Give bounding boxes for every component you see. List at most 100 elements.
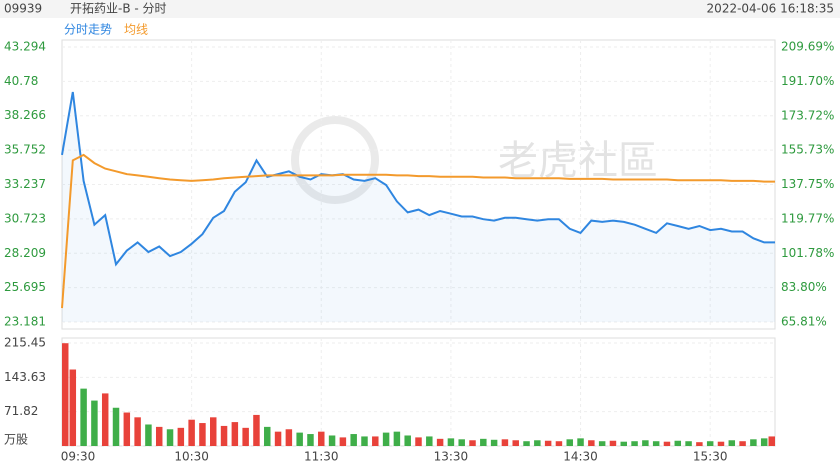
y2-tick-label: 119.77% bbox=[781, 211, 834, 225]
stock-code: 09939 bbox=[4, 2, 42, 16]
volume-bar bbox=[253, 414, 260, 446]
y-tick-label: 25.695 bbox=[4, 280, 46, 294]
volume-bar bbox=[350, 434, 357, 446]
volume-bar bbox=[372, 436, 379, 446]
volume-bar bbox=[544, 440, 552, 446]
volume-bar bbox=[199, 423, 206, 446]
x-tick-label: 15:30 bbox=[693, 450, 728, 464]
stock-name: 开拓药业-B - 分时 bbox=[70, 2, 167, 16]
volume-bar bbox=[577, 438, 584, 446]
x-tick-label: 11:30 bbox=[304, 450, 339, 464]
volume-bar bbox=[415, 437, 422, 446]
volume-bar bbox=[501, 439, 509, 446]
volume-bar bbox=[674, 440, 682, 446]
y2-tick-label: 83.80% bbox=[781, 280, 827, 294]
volume-bar bbox=[555, 441, 563, 446]
volume-bar bbox=[566, 439, 573, 446]
volume-bar bbox=[620, 441, 627, 446]
volume-bar bbox=[264, 426, 271, 446]
volume-bar bbox=[642, 440, 649, 446]
y2-tick-label: 209.69% bbox=[781, 40, 834, 54]
volume-bar bbox=[469, 440, 476, 446]
volume-bar bbox=[631, 441, 638, 446]
price-line bbox=[61, 153, 775, 309]
volume-bar bbox=[339, 437, 347, 446]
volume-bar bbox=[728, 440, 736, 446]
y2-tick-label: 173.72% bbox=[781, 108, 834, 122]
volume-bar bbox=[296, 432, 303, 446]
volume-bar bbox=[318, 431, 325, 446]
volume-bar bbox=[663, 441, 671, 446]
volume-bar bbox=[480, 438, 487, 446]
volume-bar bbox=[706, 441, 714, 446]
y-tick-label: 40.78 bbox=[4, 74, 38, 88]
volume-bar bbox=[426, 436, 433, 446]
volume-bar bbox=[101, 393, 109, 446]
volume-bar bbox=[274, 431, 282, 446]
volume-bar bbox=[588, 440, 595, 446]
y-tick-label: 30.723 bbox=[4, 211, 46, 225]
x-tick-label: 14:30 bbox=[563, 450, 598, 464]
volume-bar bbox=[307, 434, 314, 446]
y2-tick-label: 137.75% bbox=[781, 177, 834, 191]
volume-bar bbox=[231, 422, 239, 446]
volume-bar bbox=[285, 429, 293, 446]
y-tick-label: 38.266 bbox=[4, 108, 46, 122]
y2-tick-label: 101.78% bbox=[781, 246, 834, 260]
volume-bar bbox=[739, 441, 746, 446]
volume-bar bbox=[652, 441, 660, 446]
volume-bar bbox=[717, 441, 725, 446]
legend-entry: 分时走势 bbox=[64, 23, 112, 37]
volume-bar bbox=[534, 440, 541, 446]
header-bar bbox=[0, 0, 840, 18]
x-tick-label: 13:30 bbox=[434, 450, 469, 464]
volume-bar bbox=[382, 432, 390, 446]
volume-bar bbox=[447, 438, 455, 446]
volume-bar bbox=[750, 439, 757, 446]
volume-bar bbox=[177, 427, 185, 446]
volume-bar bbox=[523, 441, 530, 446]
volume-bar bbox=[123, 412, 131, 446]
volume-bar bbox=[91, 400, 98, 446]
volume-bar bbox=[598, 441, 606, 446]
volume-bar bbox=[210, 417, 217, 446]
volume-bar bbox=[768, 436, 775, 446]
volume-bar bbox=[512, 440, 519, 446]
volume-bar bbox=[134, 417, 141, 446]
volume-tick-label: 71.82 bbox=[4, 404, 38, 418]
volume-bar bbox=[145, 424, 152, 446]
y2-tick-label: 155.73% bbox=[781, 143, 834, 157]
y2-tick-label: 191.70% bbox=[781, 74, 834, 88]
volume-bar bbox=[328, 435, 336, 446]
price-line bbox=[61, 91, 775, 267]
volume-bar bbox=[361, 436, 368, 446]
volume-bar bbox=[458, 439, 465, 446]
y-tick-label: 33.237 bbox=[4, 177, 46, 191]
volume-bar bbox=[69, 369, 77, 446]
volume-tick-label: 143.63 bbox=[4, 370, 46, 384]
volume-bar bbox=[188, 419, 195, 446]
volume-bar bbox=[404, 435, 411, 446]
y2-tick-label: 65.81% bbox=[781, 315, 827, 329]
volume-bar bbox=[112, 407, 120, 446]
volume-tick-label: 215.45 bbox=[4, 336, 46, 350]
volume-bar bbox=[436, 438, 444, 446]
volume-bar bbox=[393, 431, 401, 446]
volume-bar bbox=[220, 425, 228, 446]
volume-bar bbox=[490, 439, 498, 446]
volume-bar bbox=[760, 438, 768, 446]
volume-bar bbox=[80, 388, 87, 446]
volume-bar bbox=[166, 429, 174, 446]
volume-bar bbox=[696, 442, 703, 446]
y-tick-label: 35.752 bbox=[4, 143, 46, 157]
watermark-logo bbox=[291, 116, 379, 204]
volume-bar bbox=[242, 427, 249, 446]
datetime: 2022-04-06 16:18:35 bbox=[707, 2, 834, 16]
y-tick-label: 28.209 bbox=[4, 246, 46, 260]
x-tick-label: 10:30 bbox=[174, 450, 209, 464]
volume-bar bbox=[609, 440, 617, 446]
y-tick-label: 43.294 bbox=[4, 40, 46, 54]
x-tick-label: 09:30 bbox=[61, 450, 96, 464]
volume-bar bbox=[685, 441, 692, 446]
